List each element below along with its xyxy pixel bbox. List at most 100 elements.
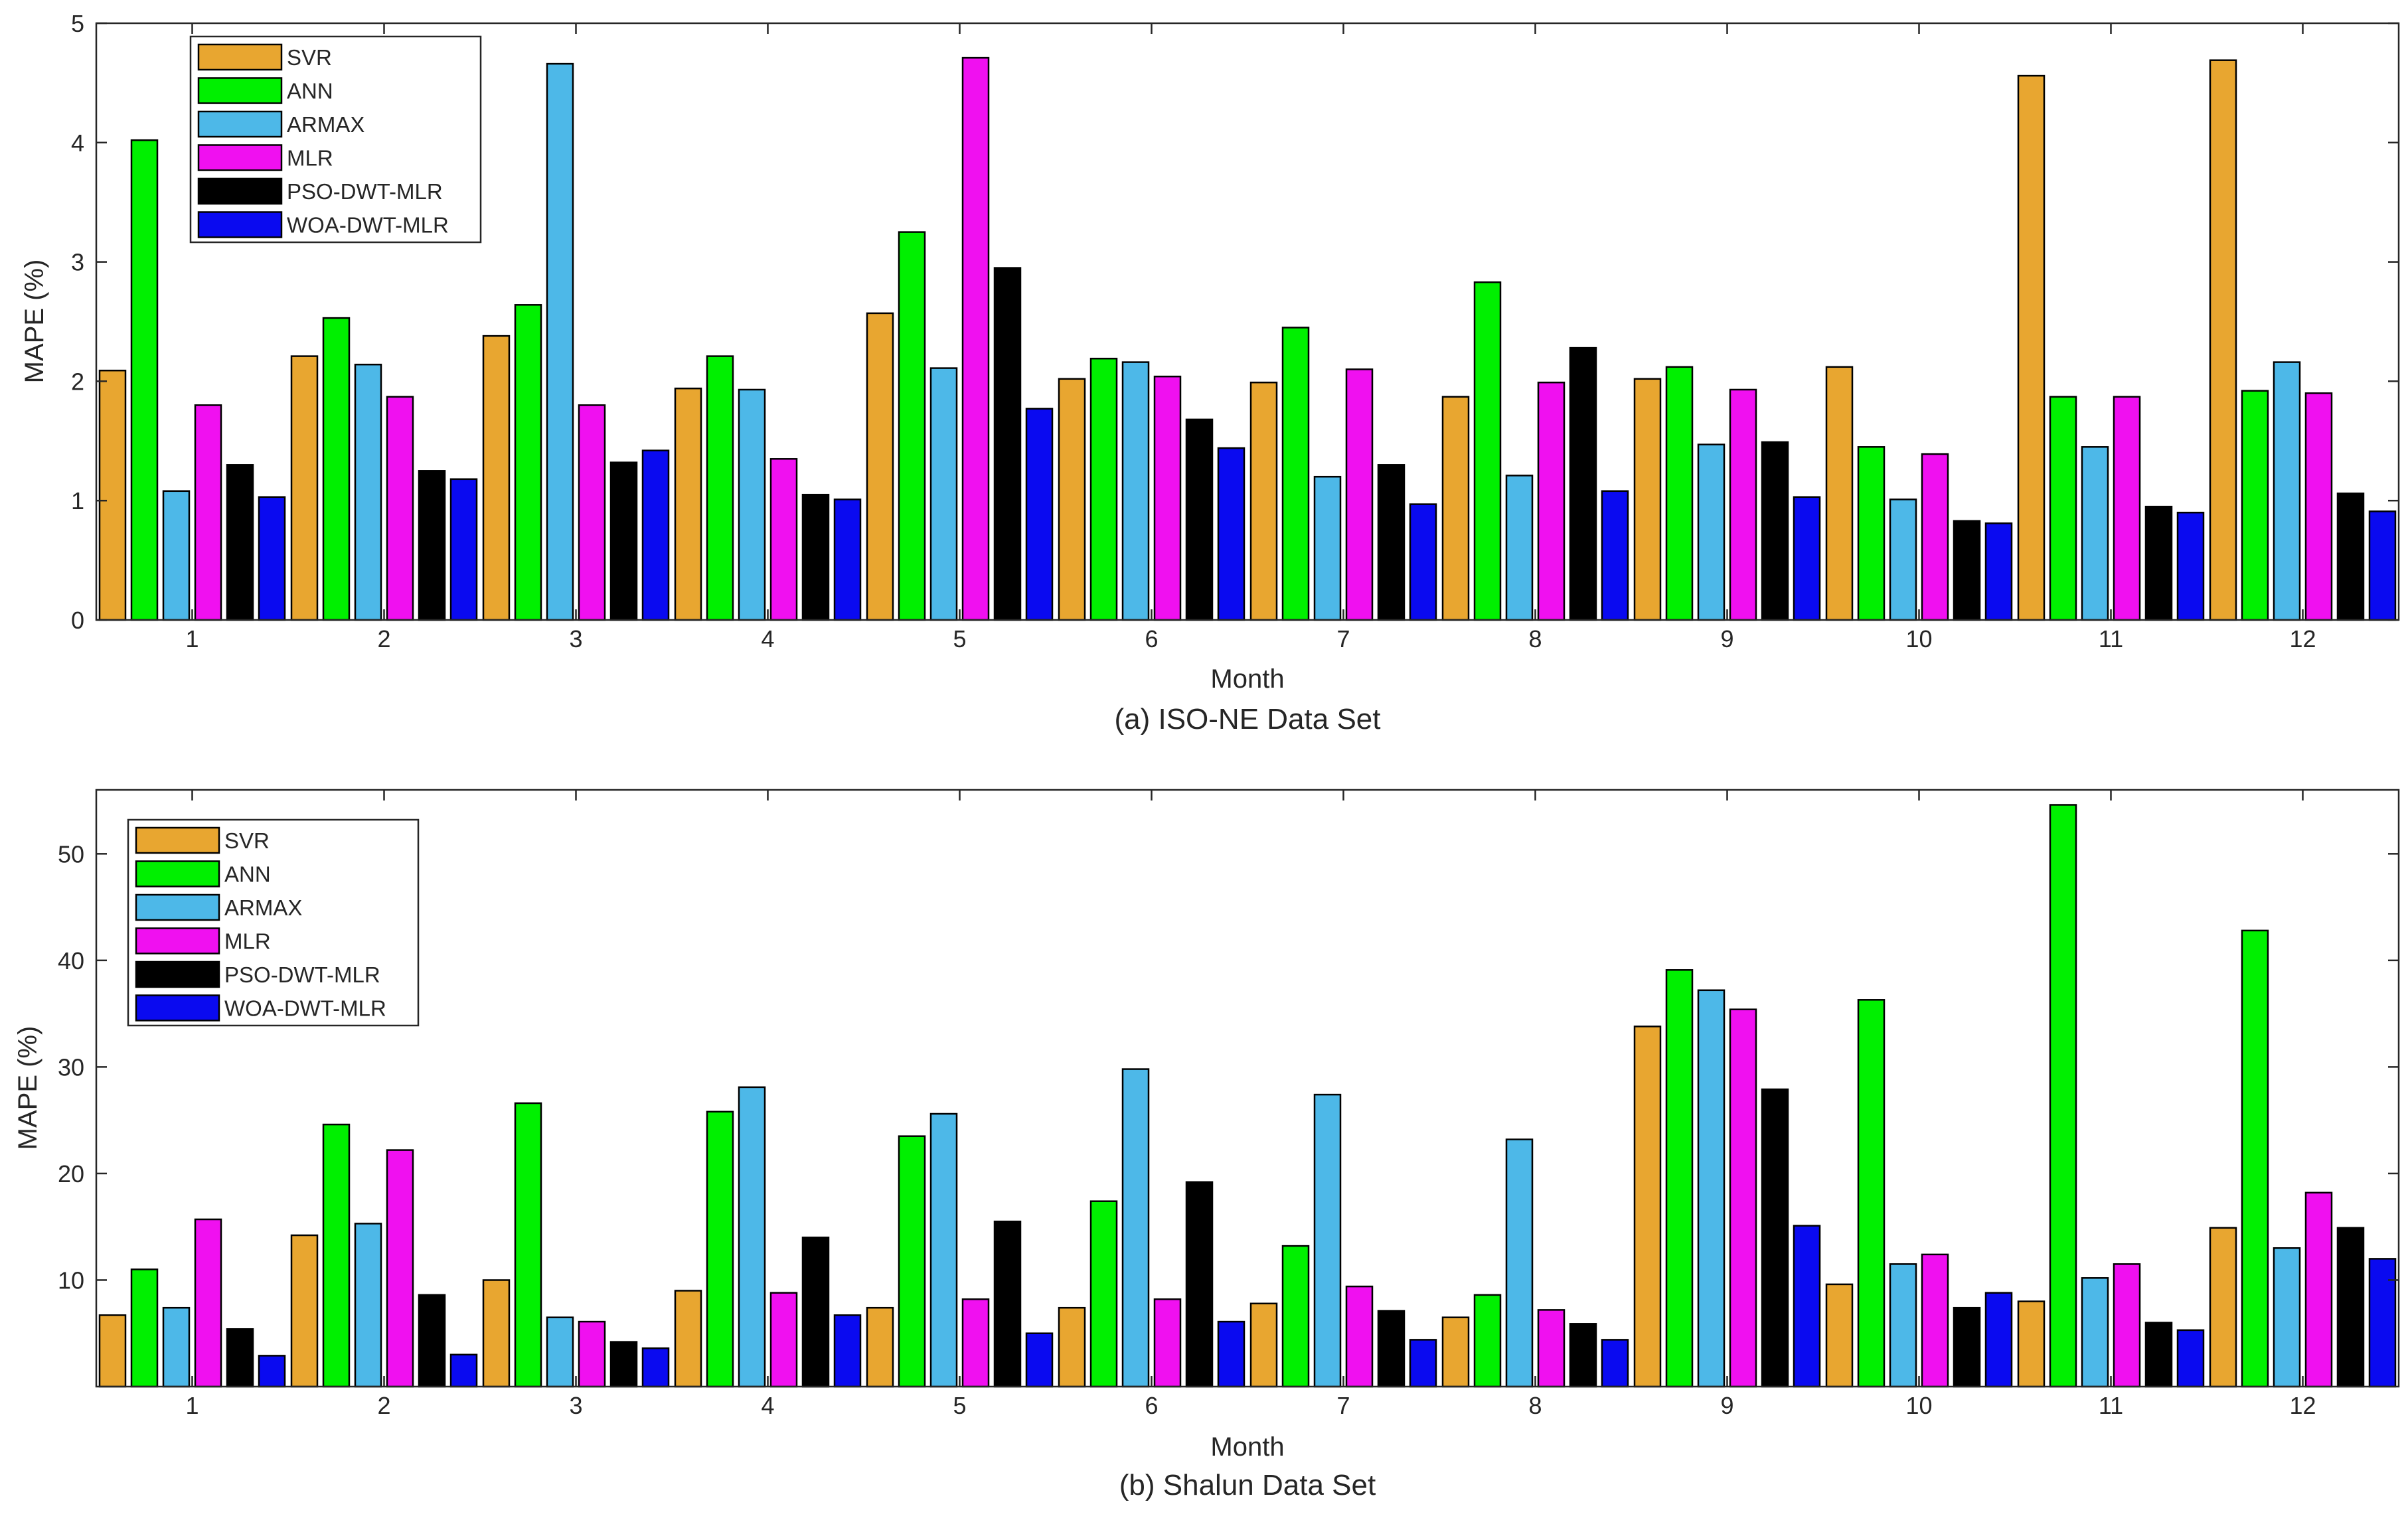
bar-mlr-month-7	[1345, 368, 1374, 621]
bar-woa-dwt-mlr-month-10	[1984, 522, 2013, 621]
bar-armax-month-2	[354, 363, 382, 621]
bar-ann-month-2	[322, 317, 351, 621]
bar-woa-dwt-mlr-month-12	[2368, 510, 2397, 621]
bar-woa-dwt-mlr-month-10	[1984, 1292, 2013, 1388]
bar-ann-month-5	[898, 1135, 926, 1388]
bar-armax-month-11	[2081, 1277, 2109, 1388]
bar-pso-dwt-mlr-month-11	[2144, 1322, 2173, 1388]
bar-armax-month-10	[1889, 498, 1917, 621]
legend-swatch-svr	[197, 43, 283, 71]
x-axis-label: Month	[1210, 1432, 1284, 1462]
axes-box	[95, 789, 2400, 1388]
bar-woa-dwt-mlr-month-4	[833, 1314, 862, 1388]
bar-woa-dwt-mlr-month-1	[258, 496, 286, 621]
bar-mlr-month-4	[769, 1292, 798, 1388]
bar-woa-dwt-mlr-month-3	[641, 1347, 670, 1388]
bar-ann-month-10	[1857, 999, 1886, 1388]
legend-label-woa-dwt-mlr: WOA-DWT-MLR	[224, 996, 386, 1021]
bar-ann-month-4	[706, 1110, 734, 1388]
bar-svr-month-5	[866, 312, 894, 621]
bar-woa-dwt-mlr-month-7	[1409, 1339, 1437, 1388]
bar-woa-dwt-mlr-month-11	[2176, 511, 2205, 621]
bar-mlr-month-1	[194, 1218, 222, 1388]
y-tick-label: 2	[71, 368, 84, 395]
bar-armax-month-6	[1121, 361, 1150, 621]
bar-ann-month-11	[2049, 396, 2077, 621]
legend-label-ann: ANN	[287, 79, 333, 104]
legend-swatch-woa-dwt-mlr	[197, 211, 283, 238]
bar-woa-dwt-mlr-month-11	[2176, 1329, 2205, 1388]
x-tick-label: 1	[185, 625, 199, 652]
bar-pso-dwt-mlr-month-10	[1953, 520, 1981, 621]
bar-pso-dwt-mlr-month-5	[993, 1220, 1022, 1388]
bar-armax-month-11	[2081, 446, 2109, 621]
x-tick-label: 3	[569, 625, 582, 652]
bar-pso-dwt-mlr-month-9	[1761, 1088, 1789, 1388]
bar-armax-month-9	[1697, 443, 1726, 621]
bar-pso-dwt-mlr-month-12	[2336, 1227, 2365, 1388]
bar-ann-month-6	[1089, 357, 1118, 621]
bar-ann-month-10	[1857, 446, 1886, 621]
bar-svr-month-11	[2017, 1300, 2046, 1388]
bar-ann-month-12	[2241, 390, 2269, 621]
x-tick-label: 10	[1905, 1392, 1932, 1419]
bar-ann-month-6	[1089, 1200, 1118, 1388]
bar-pso-dwt-mlr-month-7	[1377, 1310, 1405, 1388]
bar-armax-month-6	[1121, 1068, 1150, 1388]
x-tick-label: 9	[1720, 1392, 1733, 1419]
bar-ann-month-3	[514, 304, 542, 621]
bar-ann-month-7	[1281, 1245, 1310, 1388]
bar-svr-month-9	[1633, 378, 1662, 621]
bar-mlr-month-5	[961, 1298, 990, 1388]
legend-label-armax: ARMAX	[224, 895, 302, 920]
legend-label-svr: SVR	[224, 828, 270, 853]
bar-mlr-month-5	[961, 56, 990, 621]
y-axis-label: MAPE (%)	[13, 1026, 42, 1150]
bar-armax-month-10	[1889, 1263, 1917, 1388]
x-tick-label: 2	[377, 625, 390, 652]
bar-svr-month-2	[290, 355, 319, 621]
legend-swatch-pso-dwt-mlr	[135, 960, 220, 988]
legend-swatch-armax	[197, 110, 283, 138]
legend-label-mlr: MLR	[224, 929, 271, 954]
bar-woa-dwt-mlr-month-4	[833, 498, 862, 621]
x-tick-label: 12	[2289, 1392, 2316, 1419]
bar-woa-dwt-mlr-month-8	[1601, 1339, 1629, 1388]
x-tick-label: 4	[761, 1392, 774, 1419]
legend-label-pso-dwt-mlr: PSO-DWT-MLR	[224, 962, 380, 987]
y-tick-label: 0	[71, 607, 84, 634]
bar-woa-dwt-mlr-month-6	[1217, 1320, 1245, 1388]
bar-svr-month-1	[98, 1314, 127, 1388]
plot-area	[96, 790, 2399, 1387]
y-tick-label: 4	[71, 129, 84, 157]
bar-ann-month-8	[1473, 281, 1502, 621]
bar-svr-month-10	[1825, 1283, 1854, 1388]
bar-mlr-month-9	[1729, 1008, 1757, 1388]
legend: SVR ANN ARMAX MLR PSO-DWT-MLR WOA-DWT-MLR	[189, 35, 482, 244]
bar-armax-month-5	[929, 367, 958, 621]
bar-armax-month-4	[738, 1086, 766, 1388]
bar-pso-dwt-mlr-month-3	[609, 461, 638, 621]
bar-armax-month-5	[929, 1112, 958, 1388]
bar-svr-month-10	[1825, 366, 1854, 621]
bar-ann-month-1	[130, 139, 159, 621]
bar-pso-dwt-mlr-month-8	[1569, 346, 1597, 621]
x-tick-label: 8	[1528, 1392, 1542, 1419]
bar-pso-dwt-mlr-month-2	[418, 1294, 446, 1388]
y-tick-label: 5	[71, 10, 84, 37]
x-axis-label: Month	[1210, 664, 1284, 694]
bar-pso-dwt-mlr-month-8	[1569, 1323, 1597, 1388]
x-tick-label: 7	[1336, 625, 1350, 652]
axes-box	[95, 22, 2400, 621]
bar-armax-month-8	[1505, 475, 1534, 621]
bar-ann-month-7	[1281, 327, 1310, 621]
bar-mlr-month-8	[1537, 1309, 1565, 1388]
bar-woa-dwt-mlr-month-3	[641, 449, 670, 621]
bar-woa-dwt-mlr-month-9	[1793, 496, 1821, 621]
bar-pso-dwt-mlr-month-6	[1185, 418, 1214, 621]
y-tick-label: 50	[58, 840, 84, 868]
bar-svr-month-6	[1058, 378, 1086, 621]
bar-mlr-month-8	[1537, 381, 1565, 621]
